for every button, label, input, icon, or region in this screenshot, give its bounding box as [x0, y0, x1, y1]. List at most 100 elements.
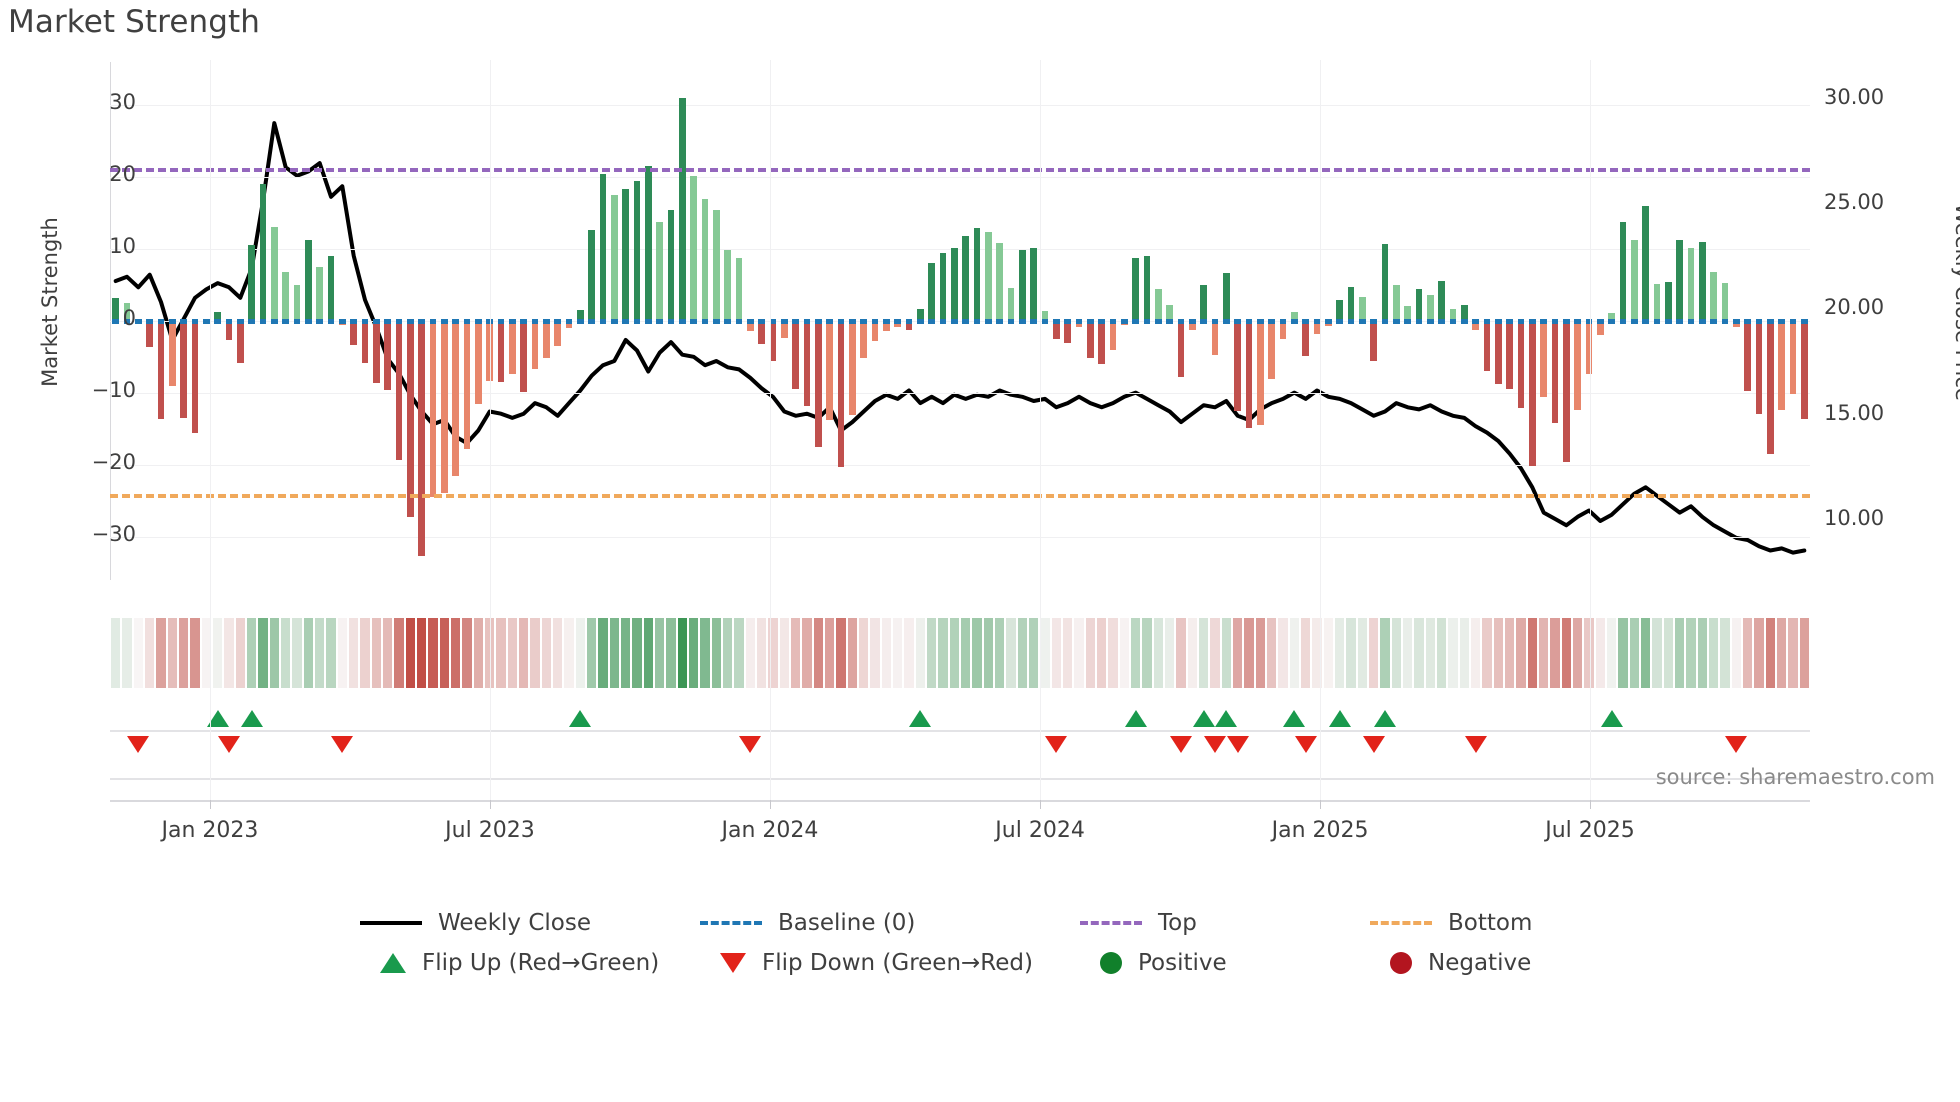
x-axis-tick [209, 800, 211, 809]
reference-line-bottom [110, 493, 1810, 498]
baseline-segment [588, 319, 595, 324]
baseline-segment [667, 319, 675, 324]
strength-bar [1574, 321, 1581, 411]
heat-strip-cell [348, 618, 359, 688]
baseline-segment [1449, 319, 1457, 324]
baseline-segment [1200, 319, 1207, 324]
heat-strip-cell [1584, 618, 1594, 688]
baseline-segment [531, 319, 539, 324]
heat-strip-cell [1538, 618, 1549, 688]
legend-item-baseline[interactable]: Baseline (0) [700, 910, 915, 936]
baseline-segment [1574, 319, 1581, 324]
heat-strip-cell [688, 618, 699, 688]
y-axis-right-tick: 25.00 [1824, 190, 1885, 215]
gridline--30 [110, 536, 1810, 538]
y-axis-left-tick: 20 [109, 162, 136, 187]
baseline-segment [871, 319, 879, 324]
heat-strip-cell [1459, 618, 1470, 688]
flip-down-marker [1294, 736, 1317, 753]
strength-bar [1642, 205, 1649, 321]
x-gridline [1040, 60, 1042, 800]
heat-strip-cell [518, 618, 529, 688]
legend-line-icon [360, 921, 422, 925]
legend-triangle-down-icon [720, 953, 746, 973]
baseline-segment [1223, 319, 1230, 324]
strength-bar [883, 321, 890, 332]
lower-frame-line-1 [110, 778, 1810, 780]
heat-strip-cell [144, 618, 155, 688]
heat-strip-cell [178, 618, 189, 688]
strength-bar [951, 248, 958, 321]
y-axis-right-tick: 30.00 [1824, 84, 1885, 109]
strength-bar [928, 263, 935, 321]
strength-bar [724, 249, 731, 321]
legend-item-flip-down[interactable]: Flip Down (Green→Red) [700, 950, 1033, 976]
strength-bar [1336, 300, 1343, 321]
strength-bar [565, 321, 573, 329]
y-axis-right-tick: 10.00 [1824, 506, 1885, 531]
heat-strip-cell [734, 618, 744, 688]
heat-strip-cell [1312, 618, 1322, 688]
heat-strip-cell [1300, 618, 1311, 688]
baseline-segment [1755, 319, 1763, 324]
baseline-segment [781, 319, 788, 324]
strength-bar [1370, 321, 1377, 361]
strength-bar [1166, 305, 1173, 321]
baseline-segment [690, 319, 697, 324]
heat-strip-cell [1572, 618, 1583, 688]
strength-bar [690, 175, 697, 321]
strength-bar [1585, 321, 1593, 374]
heat-strip-cell [201, 618, 212, 688]
baseline-segment [1132, 319, 1139, 324]
heat-strip-cell [1652, 618, 1662, 688]
strength-bar [1143, 255, 1151, 321]
strength-bar [316, 267, 323, 321]
legend-item-positive[interactable]: Positive [1080, 950, 1227, 976]
flip-up-marker [1600, 710, 1623, 727]
baseline-segment [1744, 319, 1751, 324]
heat-strip-cell [1606, 618, 1617, 688]
heat-strip-cell [1108, 618, 1118, 688]
baseline-segment [622, 319, 629, 324]
legend-item-bottom[interactable]: Bottom [1370, 910, 1532, 936]
baseline-segment [1404, 319, 1411, 324]
flip-up-marker [240, 710, 263, 727]
strength-bar [735, 258, 743, 321]
x-axis-label: Jul 2024 [995, 818, 1085, 843]
baseline-segment [1053, 319, 1060, 324]
baseline-segment [860, 319, 867, 324]
strength-bar [169, 321, 176, 387]
strength-bar [1109, 321, 1117, 350]
y-axis-left-tick: −10 [91, 377, 136, 402]
strength-bar [871, 321, 879, 342]
legend-item-flip-up[interactable]: Flip Up (Red→Green) [360, 950, 659, 976]
heat-strip-cell [1334, 618, 1345, 688]
legend-item-top[interactable]: Top [1080, 910, 1197, 936]
strength-bar [1200, 285, 1207, 321]
legend-item-weekly-close[interactable]: Weekly Close [360, 910, 591, 936]
strength-bar [1381, 244, 1389, 321]
y-axis-left-tick: 10 [109, 234, 136, 259]
flip-up-marker [1374, 710, 1396, 727]
heat-strip-cell [904, 618, 914, 688]
strength-bar [214, 312, 221, 321]
strength-bar [769, 321, 777, 361]
baseline-segment [373, 319, 380, 324]
baseline-segment [452, 319, 459, 324]
legend-dot-icon [1390, 952, 1412, 974]
strength-bar [429, 321, 437, 498]
strength-bar [1721, 282, 1729, 321]
strength-bar [1801, 321, 1808, 419]
heat-strip-cell [1187, 618, 1198, 688]
legend-item-negative[interactable]: Negative [1370, 950, 1531, 976]
strength-bar [577, 310, 584, 321]
baseline-segment [112, 319, 119, 324]
strength-bar [463, 321, 471, 450]
x-axis-tick [1040, 800, 1042, 809]
heat-strip-cell [700, 618, 710, 688]
heat-strip-cell [292, 618, 302, 688]
baseline-segment [157, 319, 165, 324]
baseline-segment [1177, 319, 1185, 324]
strength-bar [271, 227, 278, 321]
